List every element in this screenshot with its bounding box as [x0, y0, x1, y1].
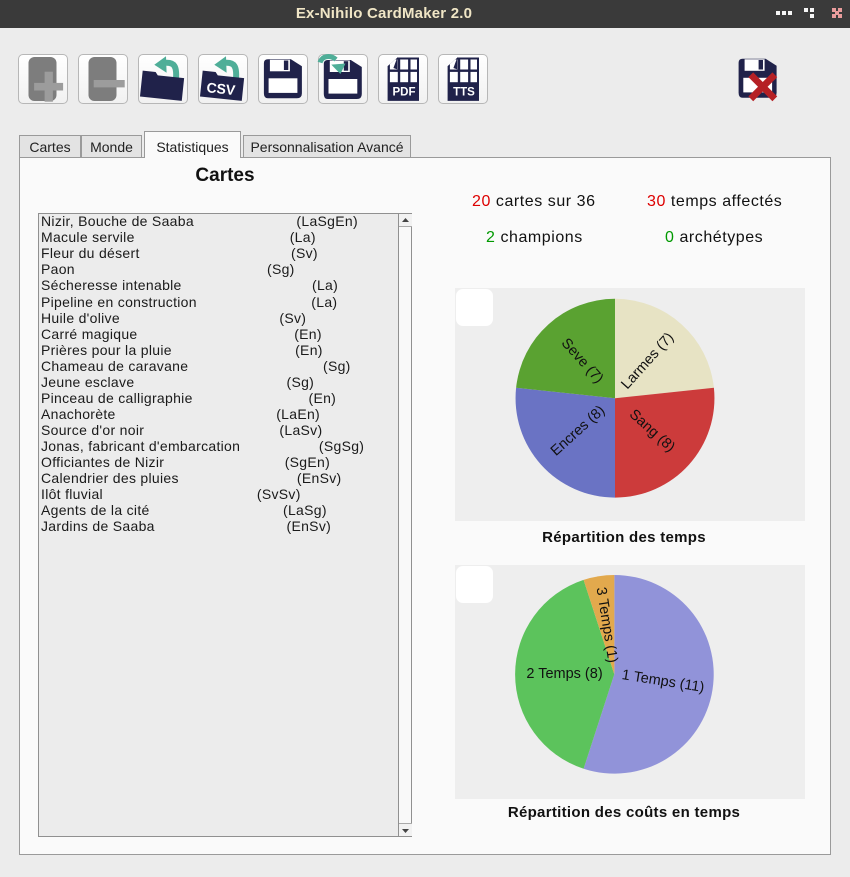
svg-text:CSV: CSV: [206, 79, 237, 98]
svg-text:2 Temps (8): 2 Temps (8): [526, 666, 602, 682]
svg-text:PDF: PDF: [393, 86, 416, 98]
svg-text:TTS: TTS: [453, 86, 475, 98]
